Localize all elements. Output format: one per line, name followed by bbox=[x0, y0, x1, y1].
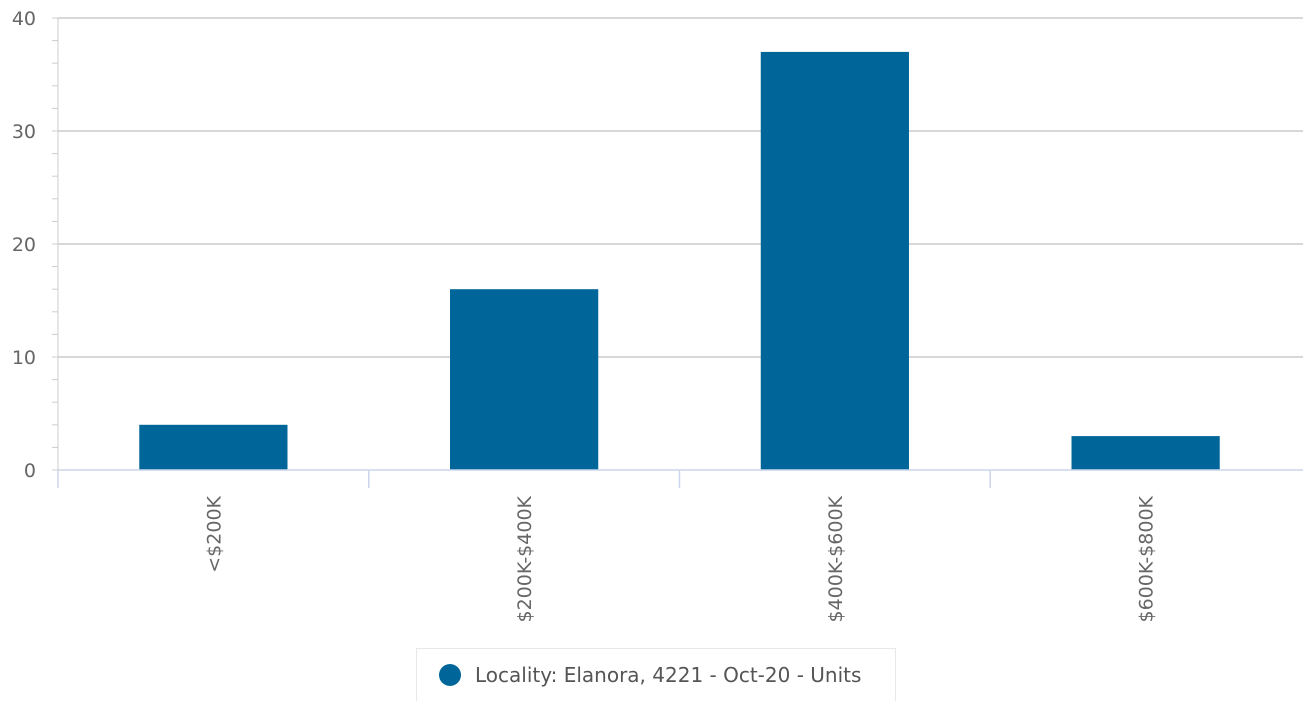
x-tick-label: $600K-$800K bbox=[1136, 495, 1158, 622]
bar[interactable] bbox=[1071, 436, 1220, 470]
legend[interactable]: Locality: Elanora, 4221 - Oct-20 - Units bbox=[416, 648, 896, 701]
legend-label: Locality: Elanora, 4221 - Oct-20 - Units bbox=[475, 663, 862, 687]
bar[interactable] bbox=[760, 51, 909, 471]
y-tick-label: 10 bbox=[12, 347, 36, 369]
y-tick-label: 20 bbox=[12, 234, 36, 256]
x-tick-labels: <$200K $200K-$400K $400K-$600K $600K-$800K bbox=[203, 495, 1157, 622]
x-tick-label: $200K-$400K bbox=[514, 495, 536, 622]
bar[interactable] bbox=[139, 424, 288, 470]
x-axis bbox=[57, 469, 1303, 488]
gridlines bbox=[58, 17, 1303, 358]
x-tick-label: $400K-$600K bbox=[825, 495, 847, 622]
x-tick-label: <$200K bbox=[203, 495, 225, 572]
bars bbox=[139, 51, 1220, 471]
y-axis: 0 10 20 30 40 bbox=[12, 8, 59, 488]
y-tick-label: 40 bbox=[12, 8, 36, 30]
bar[interactable] bbox=[450, 289, 599, 470]
y-tick-label: 0 bbox=[24, 460, 36, 482]
legend-marker-icon bbox=[439, 664, 461, 686]
y-tick-label: 30 bbox=[12, 121, 36, 143]
